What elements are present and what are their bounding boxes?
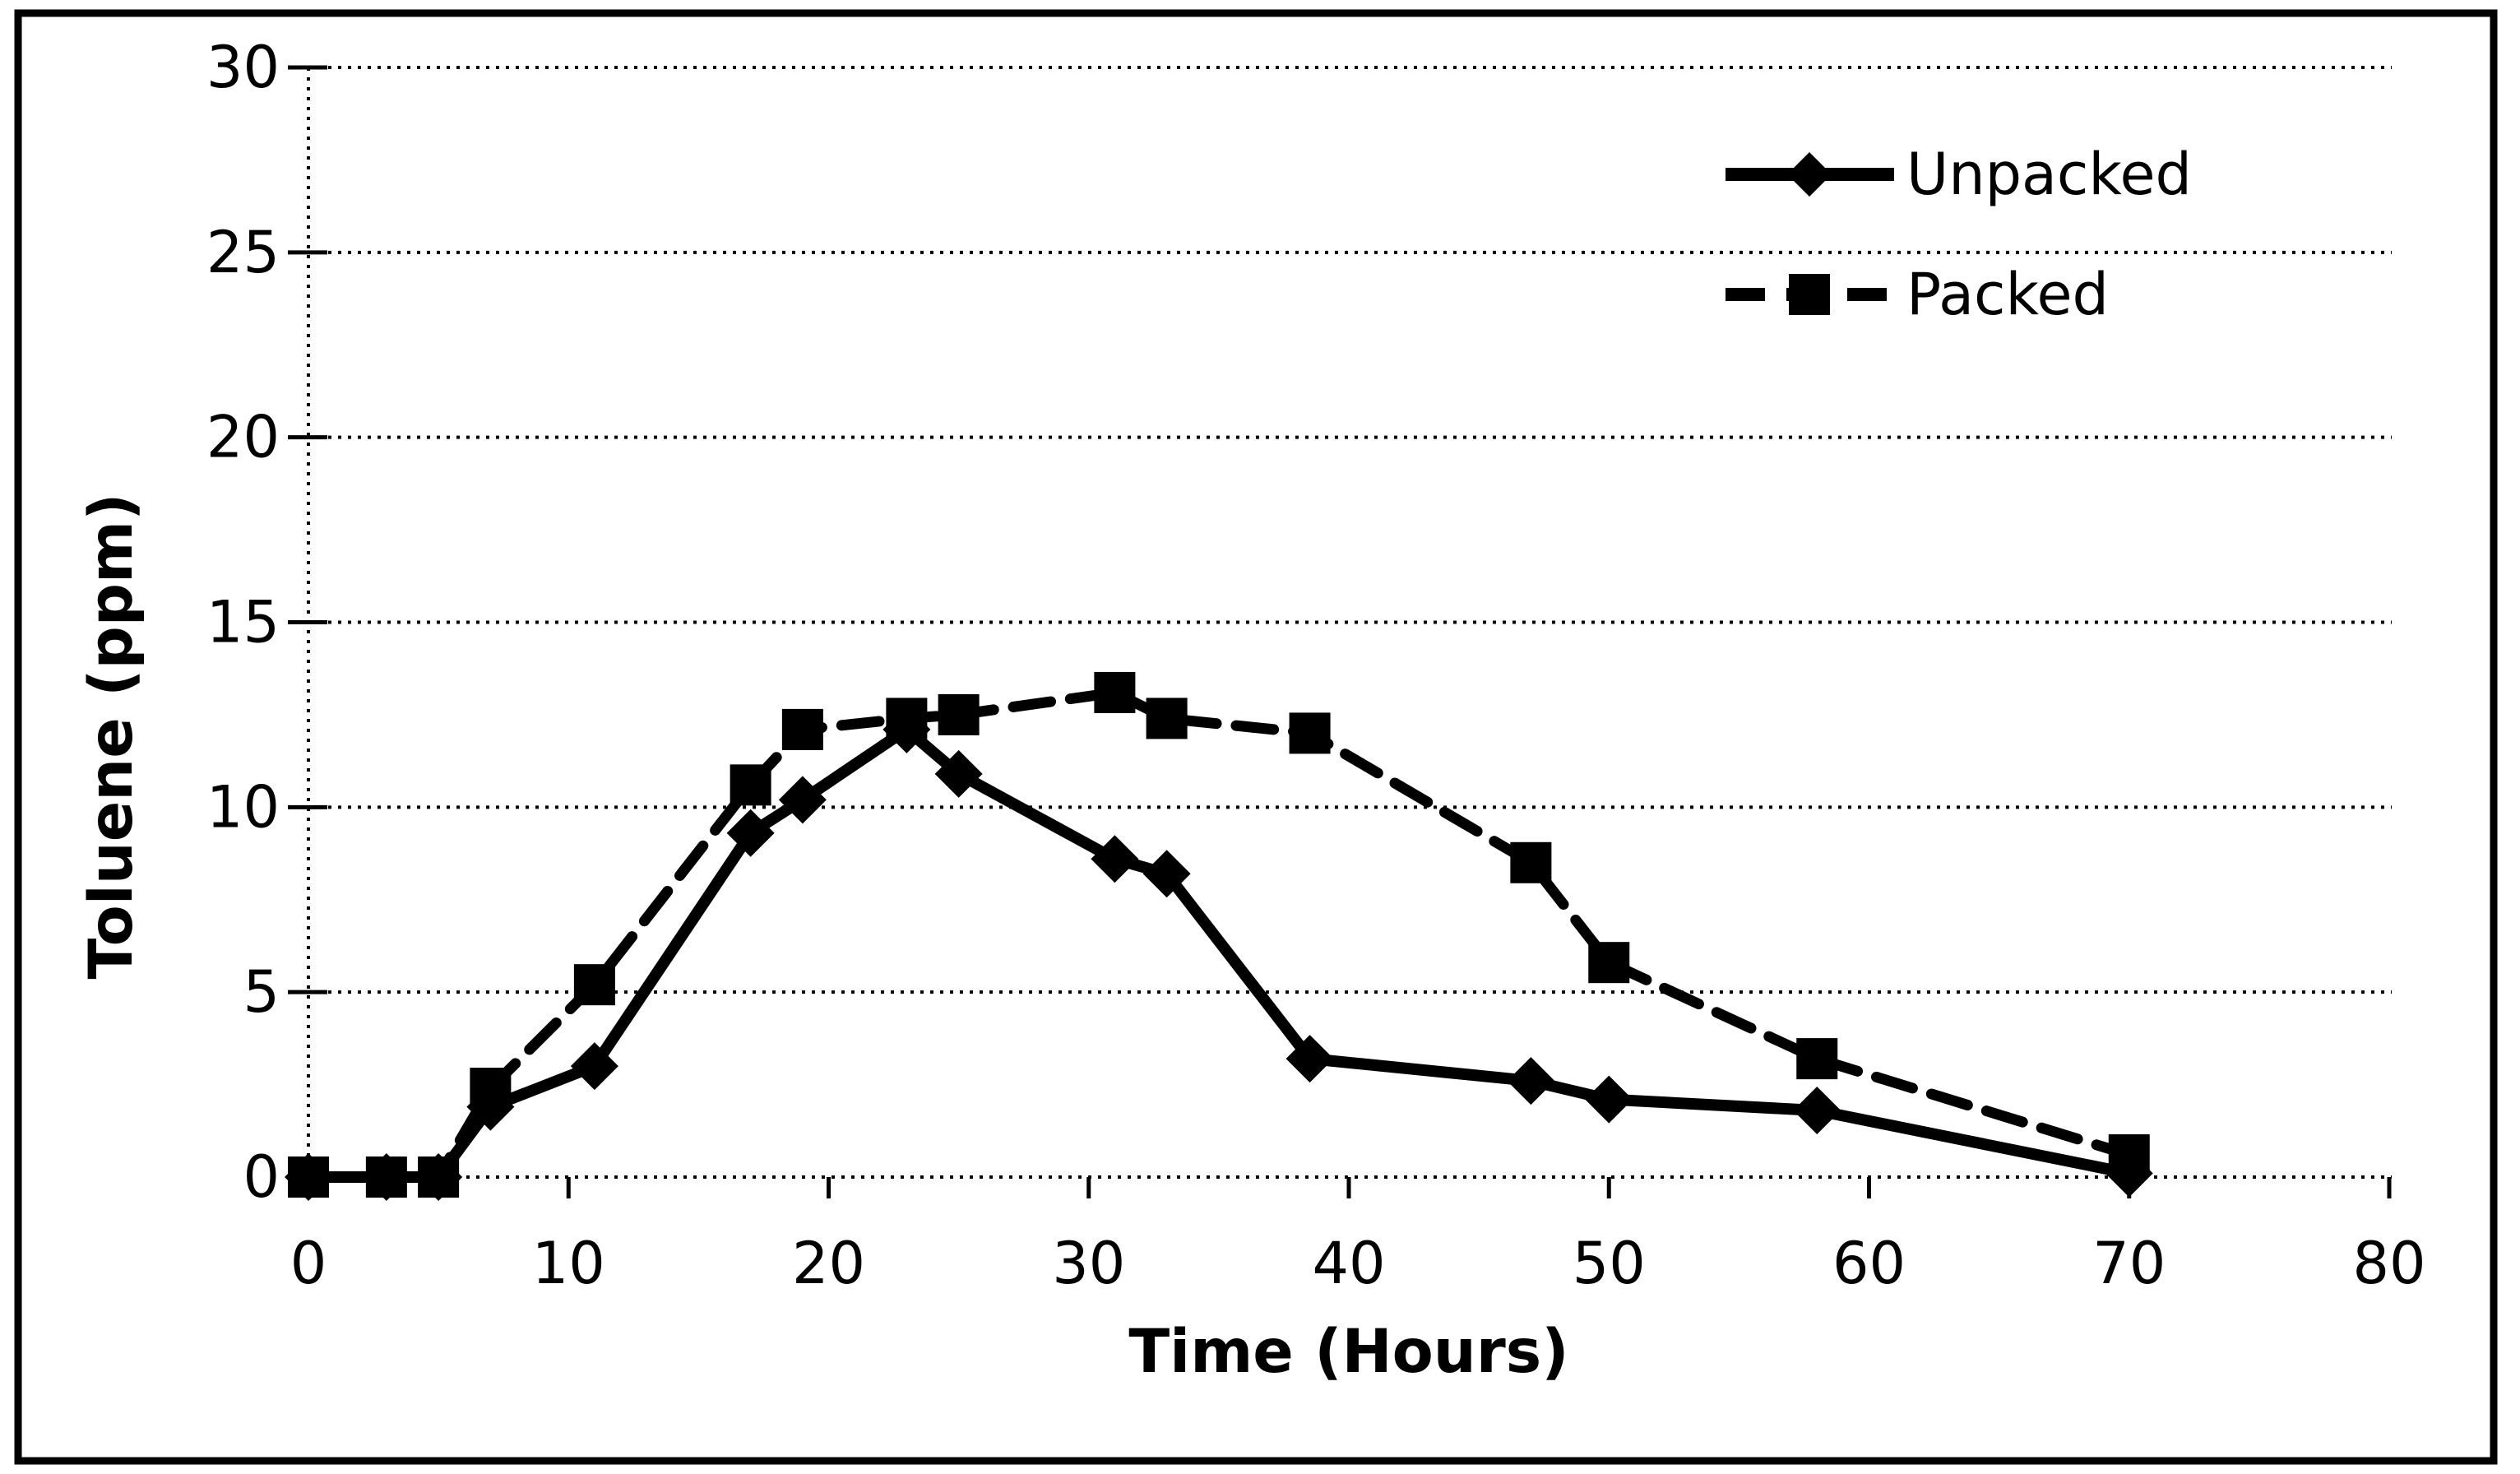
square-marker bbox=[1094, 671, 1136, 713]
y-tick-label: 25 bbox=[206, 219, 280, 286]
square-marker bbox=[781, 708, 823, 750]
x-tick-label: 0 bbox=[290, 1230, 327, 1297]
solid-series-line bbox=[303, 723, 2135, 1183]
square-marker bbox=[2108, 1134, 2150, 1176]
series-unpacked bbox=[285, 705, 2153, 1201]
square-marker bbox=[1289, 712, 1331, 754]
diamond-marker bbox=[1142, 850, 1191, 898]
legend-label: Packed bbox=[1906, 261, 2109, 328]
legend-entry-packed bbox=[1726, 274, 1894, 315]
x-tick-label: 60 bbox=[1832, 1230, 1906, 1297]
y-tick-label: 20 bbox=[206, 404, 280, 471]
diamond-marker bbox=[1585, 1075, 1633, 1124]
legend-label: Unpacked bbox=[1906, 141, 2192, 208]
x-tick-label: 20 bbox=[792, 1230, 865, 1297]
x-tick-label: 30 bbox=[1052, 1230, 1125, 1297]
diamond-marker bbox=[1787, 152, 1832, 197]
square-marker bbox=[1588, 942, 1630, 984]
square-marker bbox=[1789, 274, 1830, 315]
x-tick-label: 80 bbox=[2352, 1230, 2425, 1297]
y-tick-label: 5 bbox=[243, 958, 280, 1026]
legend-entry-unpacked bbox=[1726, 152, 1894, 197]
square-marker bbox=[1796, 1038, 1838, 1080]
diamond-marker bbox=[1285, 1035, 1334, 1083]
square-marker bbox=[365, 1156, 407, 1198]
diamond-marker bbox=[1507, 1057, 1555, 1106]
series-packed bbox=[288, 671, 2150, 1198]
diamond-marker bbox=[570, 1042, 618, 1091]
square-marker bbox=[886, 698, 928, 739]
x-tick-label: 10 bbox=[532, 1230, 605, 1297]
y-tick-label: 30 bbox=[206, 34, 280, 101]
square-marker bbox=[1146, 698, 1188, 739]
dashed-series-line bbox=[303, 687, 2135, 1183]
x-tick-label: 70 bbox=[2092, 1230, 2166, 1297]
square-marker bbox=[730, 764, 771, 806]
y-axis-title: Toluene (ppm) bbox=[76, 494, 146, 980]
diamond-marker bbox=[726, 809, 775, 857]
square-marker bbox=[470, 1068, 512, 1110]
x-tick-label: 50 bbox=[1573, 1230, 1646, 1297]
square-marker bbox=[573, 964, 615, 1006]
square-marker bbox=[938, 693, 980, 735]
diamond-marker bbox=[934, 749, 983, 798]
diamond-marker bbox=[1091, 835, 1139, 883]
x-tick-label: 40 bbox=[1312, 1230, 1385, 1297]
y-tick-label: 0 bbox=[243, 1143, 280, 1211]
square-marker bbox=[1510, 841, 1552, 883]
diamond-marker bbox=[1793, 1087, 1841, 1135]
square-marker bbox=[418, 1156, 460, 1198]
y-tick-label: 10 bbox=[206, 773, 280, 841]
square-marker bbox=[288, 1156, 329, 1198]
y-tick-label: 15 bbox=[206, 589, 280, 656]
figure-frame bbox=[14, 9, 2498, 1465]
x-axis-title: Time (Hours) bbox=[1128, 1317, 1568, 1387]
diamond-marker bbox=[778, 776, 827, 824]
